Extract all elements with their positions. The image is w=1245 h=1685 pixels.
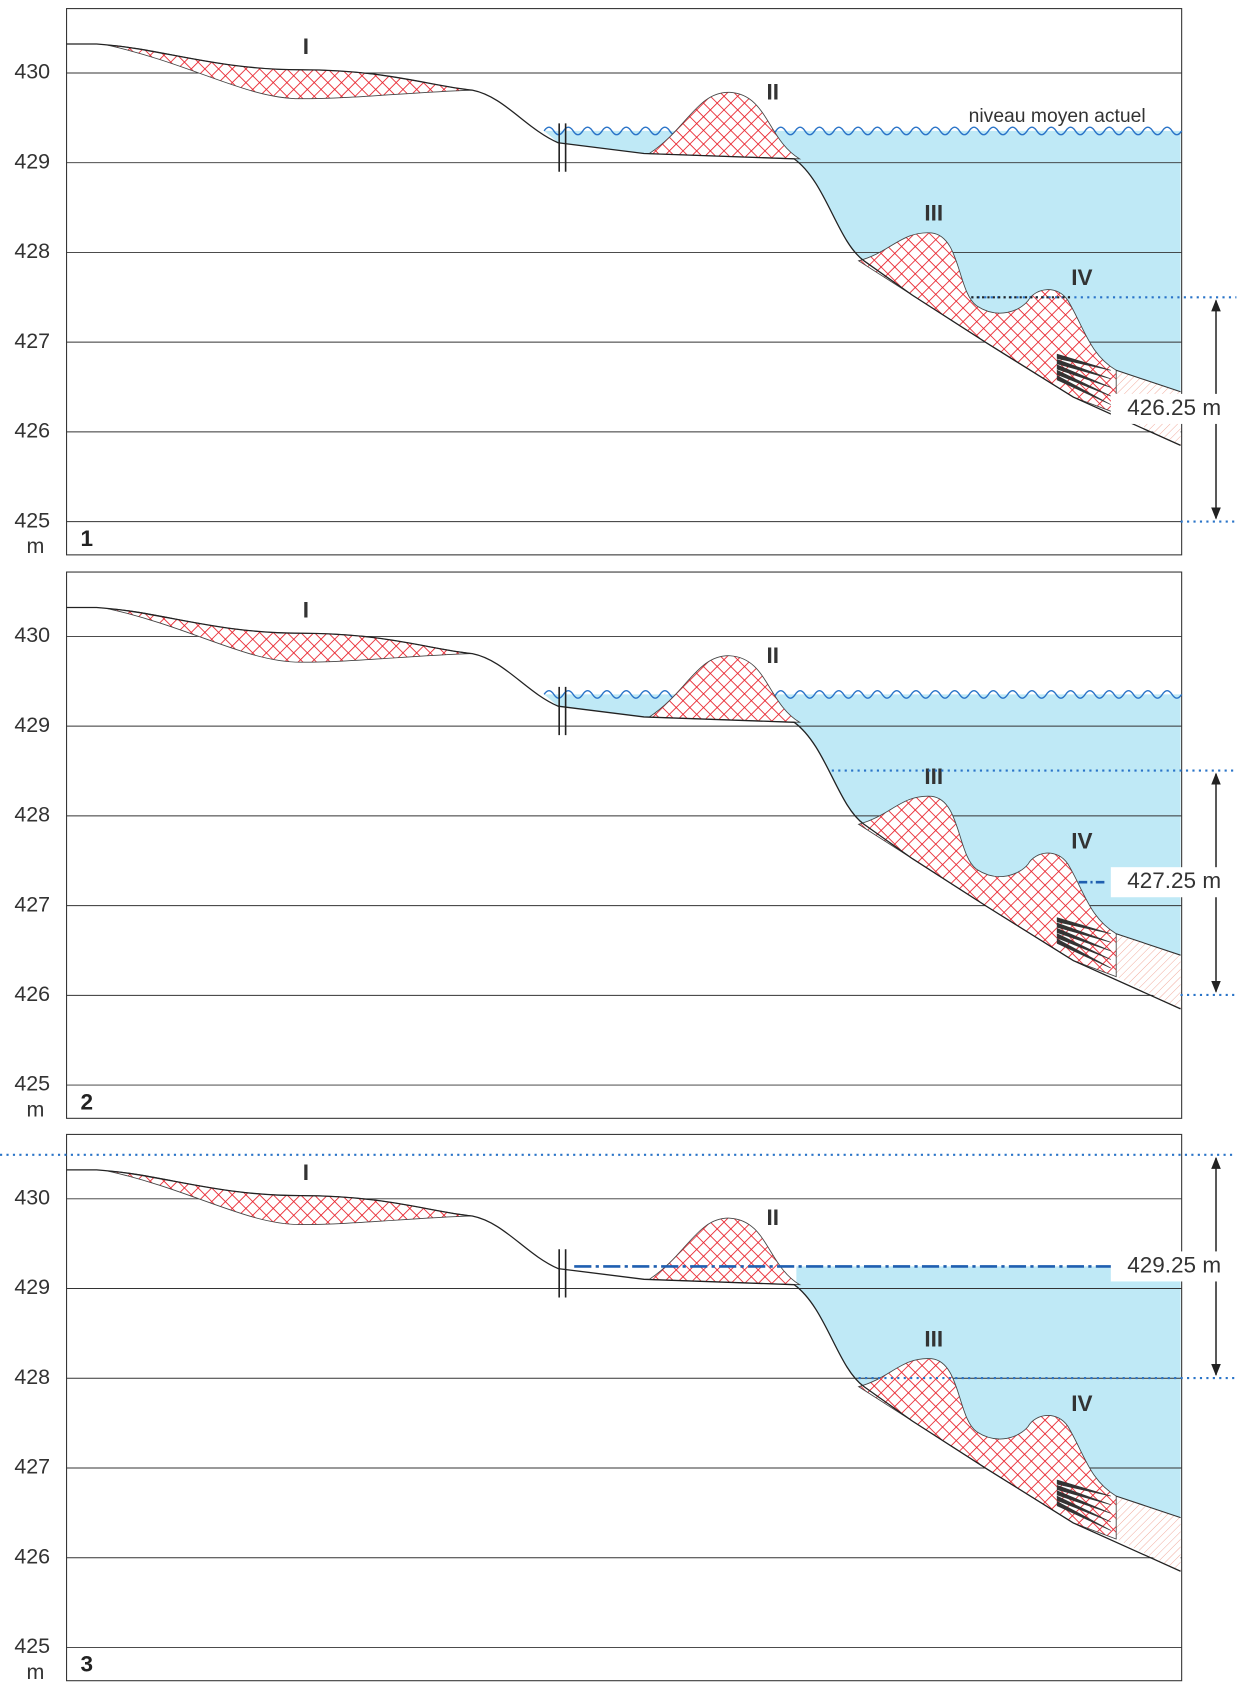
figure: 430429428427426425m1IIIIIIIVniveau moyen… <box>0 0 1245 1685</box>
deposit-label: III <box>924 1326 943 1351</box>
elevation-label: 425 <box>14 1072 50 1096</box>
elevation-label: 429 <box>14 713 50 737</box>
elevation-label: 430 <box>14 1185 50 1209</box>
elevation-label: 430 <box>14 623 50 647</box>
elevation-label: 429 <box>14 1275 50 1299</box>
elevation-label: 428 <box>14 1365 50 1389</box>
page: 430429428427426425m1IIIIIIIVniveau moyen… <box>0 0 1245 1685</box>
elevation-label: 426 <box>14 419 50 443</box>
elevation-label: 425 <box>14 508 50 532</box>
water-level-label: niveau moyen actuel <box>969 106 1146 127</box>
elevation-label: 426 <box>14 1544 50 1568</box>
deposit-label: I <box>303 598 309 623</box>
deposit-label: I <box>303 1160 309 1185</box>
deposit-label: III <box>924 764 943 789</box>
level-value: 427.25 m <box>1127 868 1221 893</box>
panel-number: 3 <box>81 1652 94 1677</box>
panel-number: 2 <box>81 1089 94 1114</box>
deposit-label: IV <box>1071 1391 1092 1416</box>
elevation-label: 425 <box>14 1634 50 1658</box>
unit-label: m <box>26 1097 44 1121</box>
unit-label: m <box>26 1660 44 1684</box>
elevation-label: 426 <box>14 982 50 1006</box>
elevation-label: 430 <box>14 60 50 84</box>
elevation-label: 427 <box>14 329 50 353</box>
elevation-label: 427 <box>14 892 50 916</box>
deposit-label: II <box>766 79 779 104</box>
elevation-label: 429 <box>14 149 50 173</box>
deposit-label: IV <box>1071 265 1092 290</box>
deposit-label: I <box>303 34 309 59</box>
elevation-label: 428 <box>14 239 50 263</box>
deposit-label: III <box>924 201 943 226</box>
deposit-label: II <box>766 643 779 668</box>
panel-number: 1 <box>81 526 94 551</box>
elevation-label: 427 <box>14 1455 50 1479</box>
deposit-label: II <box>766 1205 779 1230</box>
level-value: 426.25 m <box>1127 395 1221 420</box>
unit-label: m <box>26 534 44 558</box>
elevation-label: 428 <box>14 803 50 827</box>
level-value: 429.25 m <box>1127 1252 1221 1277</box>
deposit-label: IV <box>1071 828 1092 853</box>
